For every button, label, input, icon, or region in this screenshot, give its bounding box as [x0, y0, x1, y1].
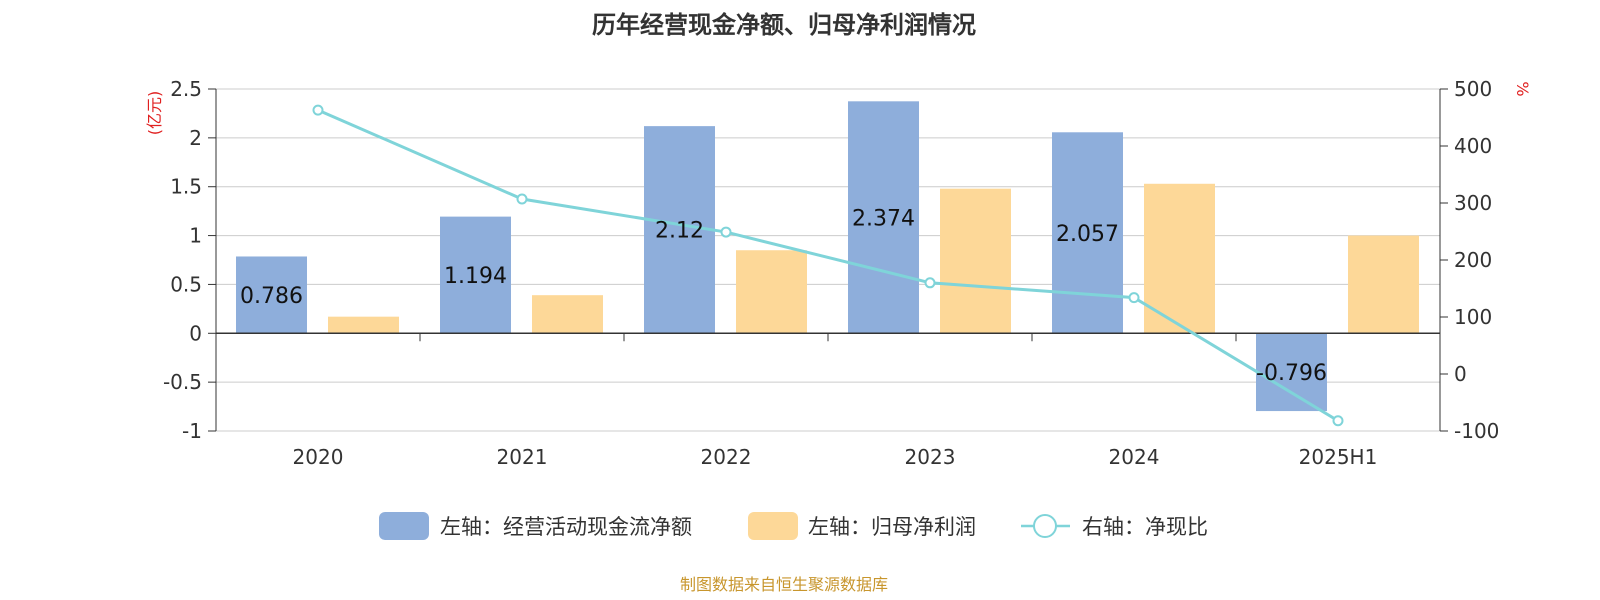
- right-tick-label: -100: [1454, 419, 1499, 443]
- right-tick-label: 500: [1454, 77, 1492, 101]
- x-tick-label: 2021: [497, 445, 548, 469]
- x-tick-label: 2023: [905, 445, 956, 469]
- net-profit-bar: [328, 316, 399, 334]
- left-tick-label: 0.5: [170, 272, 202, 296]
- right-tick-label: 400: [1454, 134, 1492, 158]
- x-tick-label: 2024: [1109, 445, 1160, 469]
- cashflow-data-label: 2.12: [655, 219, 704, 244]
- ratio-point: [516, 193, 528, 205]
- ratio-point: [924, 277, 936, 289]
- source-note: 制图数据来自恒生聚源数据库: [680, 575, 888, 594]
- net-profit-bar: [1348, 235, 1419, 334]
- right-tick-label: 0: [1454, 362, 1467, 386]
- ratio-line-layer: [312, 104, 1344, 427]
- right-tick-label: 300: [1454, 191, 1492, 215]
- cashflow-bar: [1052, 132, 1123, 334]
- ratio-point: [1128, 292, 1140, 304]
- cashflow-data-label: 0.786: [240, 284, 303, 309]
- net-profit-bar: [532, 295, 603, 334]
- legend-label-ratio: 右轴：净现比: [1082, 515, 1208, 539]
- x-tick-label: 2025H1: [1299, 445, 1378, 469]
- ratio-line: [317, 108, 1339, 423]
- chart-title: 历年经营现金净额、归母净利润情况: [592, 11, 976, 39]
- left-tick-label: -0.5: [163, 370, 202, 394]
- cashflow-data-label: 2.374: [852, 206, 915, 231]
- cashflow-bar: [848, 101, 919, 334]
- legend-label-profit: 左轴：归母净利润: [808, 515, 976, 539]
- legend-swatch-profit: [748, 512, 798, 540]
- net-profit-bar: [736, 250, 807, 334]
- ratio-point: [720, 226, 732, 238]
- left-tick-label: 2.5: [170, 77, 202, 101]
- net-profit-bar: [1144, 183, 1215, 334]
- ratio-point: [1332, 415, 1344, 427]
- right-tick-label: 200: [1454, 248, 1492, 272]
- cashflow-bar: [1256, 333, 1327, 412]
- right-axis-unit: %: [1513, 81, 1532, 96]
- axes-layer: -1 -0.5 0 0.5 1 1.5 2 2.5 -100 0 100 200 300 400 500 20…: [163, 77, 1499, 469]
- left-tick-label: 1: [189, 224, 202, 248]
- left-tick-label: 2: [189, 126, 202, 150]
- left-tick-label: 1.5: [170, 175, 202, 199]
- legend-swatch-cashflow: [379, 512, 429, 540]
- left-tick-label: 0: [189, 321, 202, 345]
- x-tick-label: 2020: [293, 445, 344, 469]
- net-profit-bar: [940, 188, 1011, 334]
- data-labels-layer: 0.786 1.194 2.12 2.374 2.057 -0.796: [240, 206, 1327, 386]
- legend: 左轴：经营活动现金流净额 左轴：归母净利润 右轴：净现比: [379, 512, 1208, 540]
- bars-layer: [236, 101, 1419, 412]
- left-axis-unit: (亿元): [145, 91, 164, 136]
- legend-swatch-ratio-marker: [1033, 514, 1057, 538]
- x-tick-label: 2022: [701, 445, 752, 469]
- legend-label-cashflow: 左轴：经营活动现金流净额: [440, 515, 692, 539]
- cashflow-bar: [440, 216, 511, 334]
- right-tick-label: 100: [1454, 305, 1492, 329]
- ratio-point: [312, 104, 324, 116]
- cashflow-data-label: 2.057: [1056, 222, 1119, 247]
- cashflow-data-label: 1.194: [444, 264, 507, 289]
- cashflow-bar: [236, 256, 307, 334]
- grid-lines: [216, 88, 1440, 432]
- cashflow-data-label: -0.796: [1256, 361, 1327, 386]
- left-tick-label: -1: [182, 419, 202, 443]
